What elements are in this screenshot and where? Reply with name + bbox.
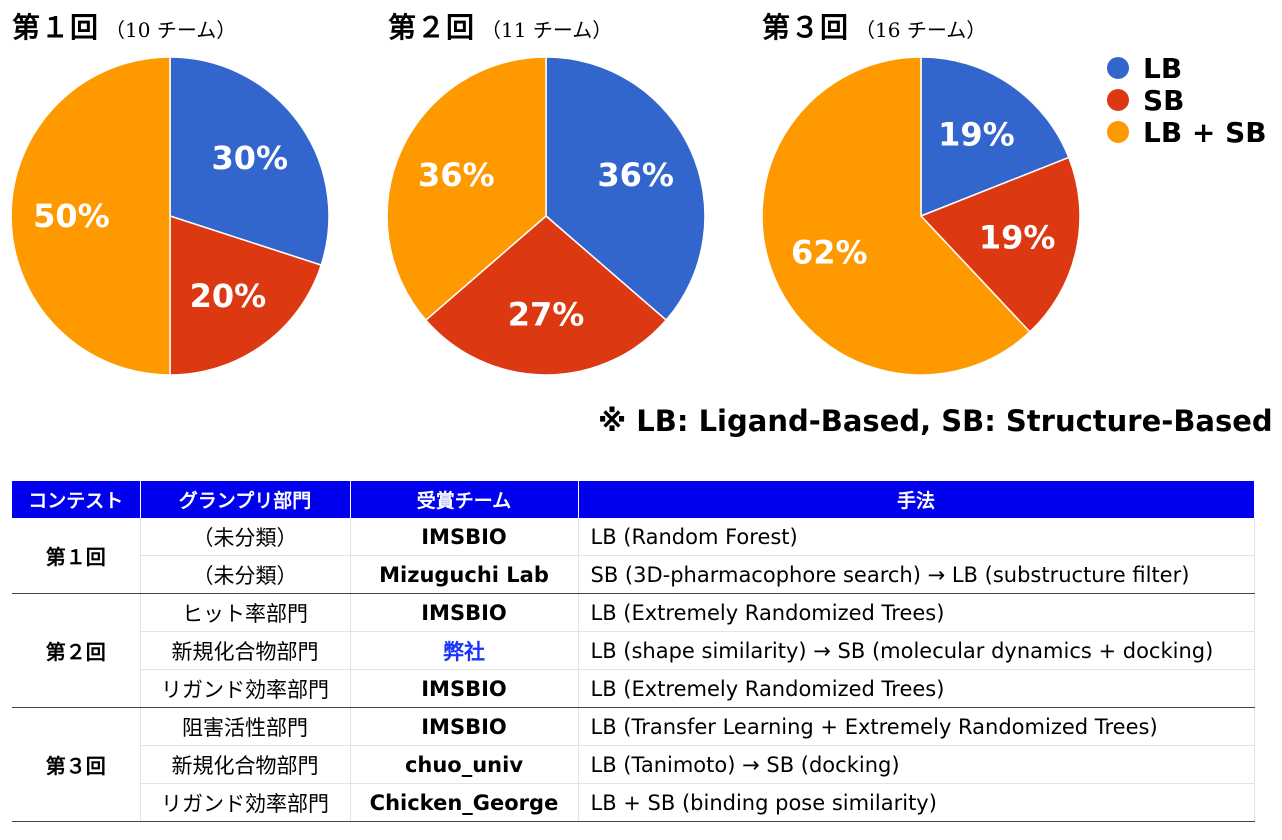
pie3-slice-sb xyxy=(919,156,1081,333)
team-cell: chuo_univ xyxy=(350,745,579,784)
team-cell: Mizuguchi Lab xyxy=(350,555,579,594)
division-cell: 新規化合物部門 xyxy=(140,745,351,784)
table-row: リガンド効率部門 IMSBIO LB (Extremely Randomized… xyxy=(12,669,1255,708)
header-method: 手法 xyxy=(578,481,1255,518)
table-row: 第２回 ヒット率部門 IMSBIO LB (Extremely Randomiz… xyxy=(12,593,1255,708)
pie3-label-lb: 19% xyxy=(938,116,1015,154)
division-cell: 新規化合物部門 xyxy=(140,631,351,670)
method-cell: LB (Tanimoto) → SB (docking) xyxy=(578,745,1255,784)
method-cell: LB (shape similarity) → SB (molecular dy… xyxy=(578,631,1255,670)
pie1-label-sb: 20% xyxy=(190,277,267,315)
pie2-label-lbsb: 36% xyxy=(418,156,495,194)
table-row: リガンド効率部門 Chicken_George LB + SB (binding… xyxy=(12,783,1255,822)
division-cell: リガンド効率部門 xyxy=(140,669,351,708)
pie1-slice-lbsb xyxy=(10,56,171,376)
pie2-slice-lbsb xyxy=(386,56,547,322)
pie2-label-sb: 27% xyxy=(508,296,585,334)
table-row: 第３回 阻害活性部門 IMSBIO LB (Transfer Learning … xyxy=(12,707,1255,822)
team-cell: IMSBIO xyxy=(350,518,579,556)
chart-title-3: 第３回 （16 チーム） xyxy=(762,11,987,44)
division-cell: （未分類） xyxy=(140,518,351,556)
team-cell: 弊社 xyxy=(350,631,579,670)
division-cell: ヒット率部門 xyxy=(140,593,351,632)
legend-swatch-lbsb xyxy=(1107,121,1129,143)
division-cell: リガンド効率部門 xyxy=(140,783,351,822)
table-row: 新規化合物部門 chuo_univ LB (Tanimoto) → SB (do… xyxy=(12,745,1255,784)
header-team: 受賞チーム xyxy=(350,481,579,518)
pie3-slice-lbsb xyxy=(761,56,1031,376)
header-division: グランプリ部門 xyxy=(140,481,351,518)
table-row: 第１回 （未分類） IMSBIO LB (Random Forest) xyxy=(12,518,1255,594)
legend-item-lbsb: LB + SB xyxy=(1107,116,1267,149)
header-contest: コンテスト xyxy=(12,481,141,518)
contest-cell: 第２回 xyxy=(12,593,141,708)
pie3-label-sb: 19% xyxy=(979,219,1056,257)
footnote: ※ LB: Ligand-Based, SB: Structure-Based xyxy=(598,404,1273,438)
chart-title-2: 第２回 （11 チーム） xyxy=(388,11,613,44)
method-cell: LB (Extremely Randomized Trees) xyxy=(578,593,1255,632)
pie2-label-lb: 36% xyxy=(597,156,674,194)
legend-swatch-lb xyxy=(1107,57,1129,79)
contest-cell: 第３回 xyxy=(12,707,141,822)
pie3-slice-lb xyxy=(920,56,1070,218)
method-cell: LB + SB (binding pose similarity) xyxy=(578,783,1255,822)
team-cell: IMSBIO xyxy=(350,593,579,632)
table-row: 新規化合物部門 弊社 LB (shape similarity) → SB (m… xyxy=(12,631,1255,670)
method-cell: LB (Transfer Learning + Extremely Random… xyxy=(578,707,1255,746)
chart-title-1: 第１回 （10 チーム） xyxy=(12,11,237,44)
legend-item-lb: LB xyxy=(1107,52,1267,85)
method-cell: LB (Random Forest) xyxy=(578,518,1255,556)
method-cell: LB (Extremely Randomized Trees) xyxy=(578,669,1255,708)
division-cell: （未分類） xyxy=(140,555,351,594)
team-cell: Chicken_George xyxy=(350,783,579,822)
table-row: （未分類） Mizuguchi Lab SB (3D-pharmacophore… xyxy=(12,555,1255,594)
team-cell: IMSBIO xyxy=(350,669,579,708)
pie1-label-lb: 30% xyxy=(212,139,289,177)
legend-item-sb: SB xyxy=(1107,84,1267,117)
pie2-slice-sb xyxy=(424,215,668,376)
pie3-label-lbsb: 62% xyxy=(791,233,868,271)
pie1-slice-sb xyxy=(169,214,323,376)
chart-legend: LB SB LB + SB xyxy=(1107,52,1267,149)
table-header-row: コンテスト グランプリ部門 受賞チーム 手法 xyxy=(12,481,1255,518)
awards-table: コンテスト グランプリ部門 受賞チーム 手法 第１回 （未分類） IMSBIO … xyxy=(12,481,1255,822)
division-cell: 阻害活性部門 xyxy=(140,707,351,746)
pie-charts: 30% 20% 50% 36% 27% 36% 19% 19% 62% xyxy=(10,56,1081,376)
contest-cell: 第１回 xyxy=(12,518,141,594)
pie1-slice-lb xyxy=(169,56,330,267)
pie1-label-lbsb: 50% xyxy=(33,197,110,235)
method-cell: SB (3D-pharmacophore search) → LB (subst… xyxy=(578,555,1255,594)
pie2-slice-lb xyxy=(545,56,706,322)
legend-swatch-sb xyxy=(1107,89,1129,111)
team-cell: IMSBIO xyxy=(350,707,579,746)
